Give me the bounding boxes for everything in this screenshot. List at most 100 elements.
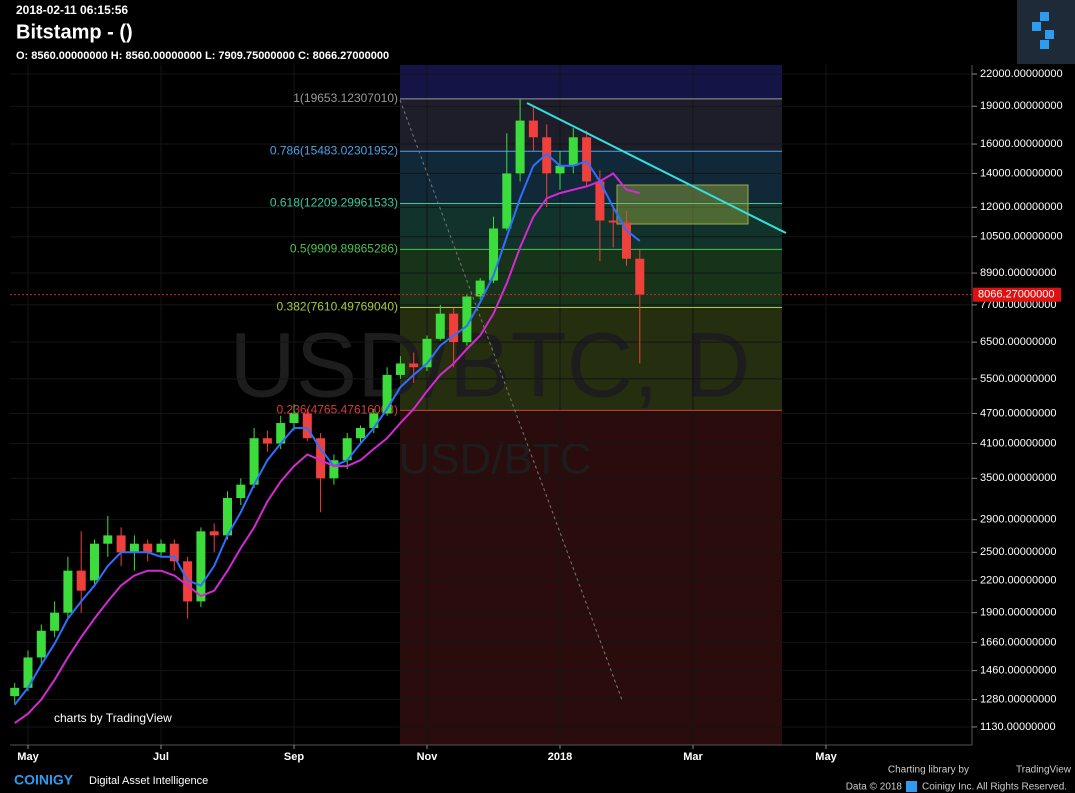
fib-label: 0.786(15483.02301952) — [270, 143, 398, 157]
y-tick-label: 4700.00000000 — [980, 407, 1056, 419]
candle-body — [595, 181, 605, 221]
y-tick-label: 7700.00000000 — [980, 299, 1056, 311]
fib-label: 0.618(12209.29961533) — [270, 196, 398, 210]
trend-line — [526, 102, 787, 234]
footer-tradingview: TradingView — [1016, 765, 1072, 776]
watermark: USD/BTC, D — [229, 314, 750, 416]
x-tick-label: May — [815, 751, 837, 763]
footer-rights: Coinigy Inc. All Rights Reserved. — [922, 782, 1067, 793]
candle-body — [156, 543, 166, 553]
y-tick-label: 2200.00000000 — [980, 574, 1056, 586]
candle-body — [262, 438, 272, 444]
logo-square — [1045, 30, 1054, 39]
candle-body — [129, 543, 139, 553]
candle-body — [395, 363, 405, 375]
fib-label: 1(19653.12307010) — [293, 91, 398, 105]
footer-copyright: Data © 2018 — [846, 782, 903, 793]
watermark-small: USD/BTC — [398, 435, 591, 484]
candle-body — [223, 498, 232, 536]
y-tick-label: 16000.00000000 — [980, 138, 1063, 150]
candle-body — [236, 484, 246, 499]
candle-body — [608, 220, 618, 223]
logo-square — [1032, 22, 1041, 31]
fib-label: 0.382(7610.49769040) — [277, 300, 398, 314]
y-tick-label: 8900.00000000 — [980, 267, 1056, 279]
candle-body — [382, 374, 392, 414]
candle-body — [635, 258, 645, 295]
x-axis: May Jul Sep Nov 2018 Mar May — [17, 745, 838, 763]
y-axis: 22000.00000000 19000.00000000 16000.000000… — [972, 68, 1063, 733]
y-tick-label: 1660.00000000 — [980, 636, 1056, 648]
candle-body — [515, 120, 525, 174]
candle-body — [249, 438, 259, 485]
candle-body — [555, 165, 565, 174]
y-tick-label: 2900.00000000 — [980, 514, 1056, 526]
candle-body — [36, 630, 46, 658]
candle-body — [622, 222, 631, 259]
candle-body — [63, 570, 73, 613]
candle-body — [302, 413, 312, 439]
chart-title: Bitstamp - () — [16, 21, 133, 43]
candle-body — [10, 687, 20, 697]
y-tick-label: 1460.00000000 — [980, 665, 1056, 677]
candle-body — [462, 296, 472, 343]
x-tick-label: 2018 — [548, 751, 572, 763]
candle-body — [582, 137, 592, 182]
y-tick-label: 22000.00000000 — [980, 68, 1063, 80]
footer-library: Charting library by — [888, 765, 969, 776]
plot-area: USD/BTC, D USD/BTC 1(19653.12307010) 0.786(… — [10, 65, 972, 745]
candle-body — [422, 338, 432, 368]
y-tick-label: 14000.00000000 — [980, 167, 1063, 179]
candle-body — [316, 438, 326, 479]
candle-body — [289, 413, 299, 424]
candle-body — [143, 543, 153, 553]
charts-by: charts by TradingView — [54, 711, 172, 725]
timestamp: 2018-02-11 06:15:56 — [16, 3, 128, 17]
candle-body — [23, 657, 33, 688]
logo-square — [1040, 12, 1049, 21]
candle-body — [449, 313, 459, 343]
x-tick-label: Nov — [417, 751, 439, 763]
logo — [1017, 0, 1075, 64]
candle-body — [542, 137, 552, 174]
candle-body — [329, 460, 339, 479]
candle-body — [369, 413, 379, 428]
ohlc-legend: O: 8560.00000000 H: 8560.00000000 L: 790… — [16, 50, 389, 62]
fib-diagonal — [399, 99, 623, 701]
y-tick-label: 4100.00000000 — [980, 437, 1056, 449]
y-tick-label: 5500.00000000 — [980, 373, 1056, 385]
logo-square — [1040, 40, 1049, 49]
y-tick-label: 1130.00000000 — [980, 721, 1056, 733]
footer-icon — [906, 781, 917, 792]
candle-body — [342, 438, 352, 461]
candle-body — [475, 280, 485, 297]
candle-body — [196, 531, 206, 602]
moving-average — [14, 172, 641, 724]
candle-body — [116, 535, 126, 553]
y-tick-label: 10500.00000000 — [980, 231, 1063, 243]
y-tick-label: 2500.00000000 — [980, 546, 1056, 558]
y-tick-label: 1280.00000000 — [980, 693, 1056, 705]
x-tick-label: Sep — [284, 751, 304, 763]
fib-label: 0.5(9909.89865286) — [290, 242, 398, 256]
y-tick-label: 1900.00000000 — [980, 607, 1056, 619]
fib-zone — [400, 203, 782, 250]
fib-top-zone — [400, 65, 782, 99]
fib-zone — [400, 249, 782, 308]
x-tick-label: Mar — [683, 751, 703, 763]
y-tick-label: 12000.00000000 — [980, 201, 1063, 213]
candle-body — [50, 612, 60, 631]
footer-tagline: Digital Asset Intelligence — [89, 775, 208, 787]
x-tick-label: Jul — [153, 751, 169, 763]
candle-body — [356, 427, 365, 439]
candle-body — [90, 543, 99, 581]
candle-body — [502, 173, 512, 229]
y-tick-label: 3500.00000000 — [980, 472, 1056, 484]
candle-body — [169, 543, 179, 562]
candle-body — [276, 423, 286, 444]
last-price-label: 8066.27000000 — [978, 289, 1054, 301]
candle-body — [435, 313, 445, 339]
fib-zone — [400, 410, 782, 745]
